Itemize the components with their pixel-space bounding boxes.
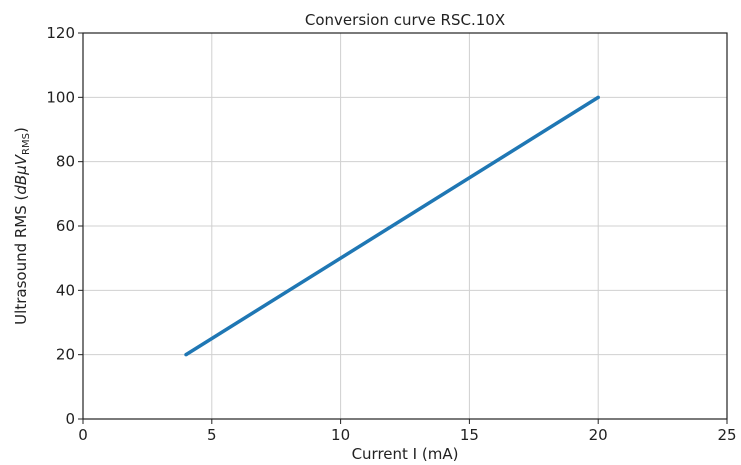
y-axis-label-suffix: ) — [12, 127, 30, 133]
y-tick-label: 40 — [56, 281, 75, 299]
x-tick-label: 10 — [331, 426, 350, 444]
y-tick-label: 80 — [56, 153, 75, 171]
series-layer — [184, 95, 600, 357]
y-tick-label: 20 — [56, 346, 75, 364]
y-axis-label-unit-subscript: RMS — [21, 133, 32, 155]
x-tick-label: 20 — [589, 426, 608, 444]
x-tick-label: 5 — [207, 426, 217, 444]
series-line — [185, 95, 600, 357]
x-axis-label: Current I (mA) — [352, 445, 459, 463]
x-tick-label: 25 — [717, 426, 736, 444]
y-tick-label: 0 — [65, 410, 75, 428]
y-axis-label: Ultrasound RMS (dBμVRMS) — [12, 127, 32, 325]
series-point — [184, 352, 188, 357]
x-tick-label: 15 — [460, 426, 479, 444]
y-axis-label-unit: dBμV — [12, 153, 30, 194]
chart-title: Conversion curve RSC.10X — [305, 11, 505, 29]
ticks: 0 5 10 15 20 25 0 20 40 60 80 100 120 — [46, 24, 736, 444]
y-tick-label: 60 — [56, 217, 75, 235]
series-point — [596, 95, 600, 100]
x-tick-label: 0 — [78, 426, 88, 444]
y-tick-label: 120 — [46, 24, 75, 42]
y-axis-label-prefix: Ultrasound RMS ( — [12, 195, 30, 325]
grid — [82, 32, 728, 420]
y-tick-label: 100 — [46, 88, 75, 106]
